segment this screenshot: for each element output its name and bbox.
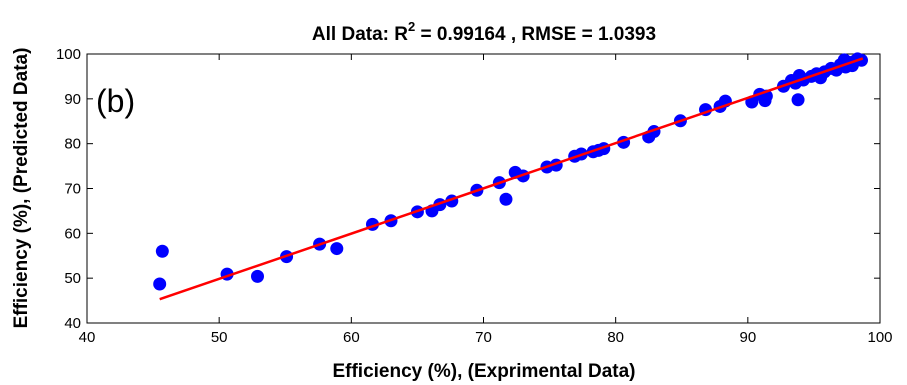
x-tick-label: 80 (607, 329, 624, 346)
panel-label: (b) (96, 83, 135, 119)
data-points (153, 52, 868, 291)
title-suffix: = 0.99164 , RMSE = 1.0393 (415, 24, 656, 45)
data-point (499, 192, 513, 206)
y-tick-label: 90 (64, 91, 81, 108)
axis-ticks: 40 50 60 70 80 90 100 40 50 60 70 80 90 100 (56, 46, 893, 346)
data-point (250, 269, 264, 283)
x-tick-label: 40 (79, 329, 96, 346)
data-point (791, 93, 805, 107)
x-tick-label: 70 (475, 329, 492, 346)
title-prefix: All Data: R (312, 24, 408, 45)
y-tick-label: 100 (56, 46, 81, 63)
data-point (330, 242, 344, 256)
y-axis-title: Efficiency (%), (Predicted Data) (11, 48, 32, 329)
y-tick-label: 80 (64, 136, 81, 153)
x-tick-label: 60 (343, 329, 360, 346)
data-point (854, 53, 868, 67)
x-tick-label: 50 (211, 329, 228, 346)
x-axis-title: Efficiency (%), (Exprimental Data) (332, 361, 635, 382)
x-tick-label: 90 (739, 329, 756, 346)
y-tick-label: 70 (64, 181, 81, 198)
fit-line (159, 57, 864, 301)
y-tick-label: 60 (64, 225, 81, 242)
data-point (153, 277, 167, 291)
data-point (155, 244, 169, 258)
title-superscript: 2 (408, 19, 415, 34)
y-tick-label: 40 (64, 315, 81, 332)
x-tick-label: 100 (867, 329, 892, 346)
chart-title: All Data: R2 = 0.99164 , RMSE = 1.0393 (312, 19, 656, 45)
y-tick-label: 50 (64, 270, 81, 287)
